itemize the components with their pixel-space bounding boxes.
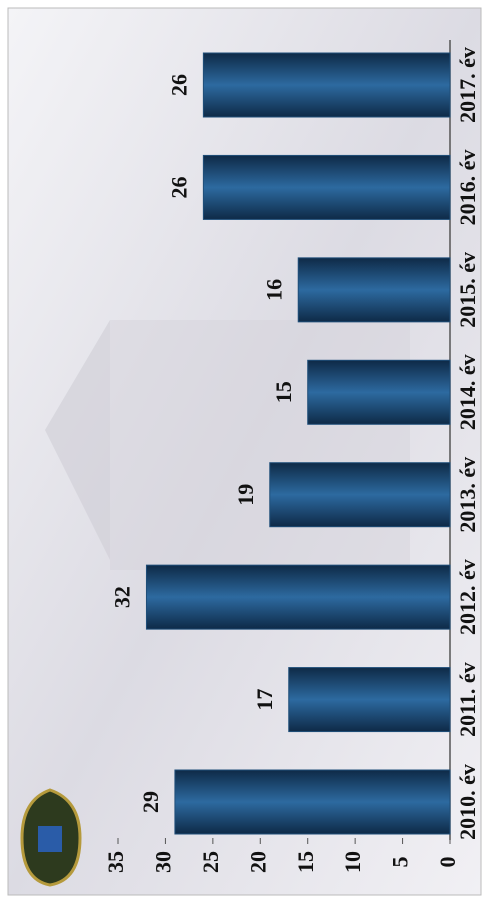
y-tick-label: 5 <box>388 857 413 868</box>
y-tick-label: 25 <box>198 851 223 873</box>
bar <box>269 462 451 528</box>
background-building <box>110 320 410 570</box>
value-label: 26 <box>166 74 191 96</box>
x-tick-label: 2013. év <box>455 457 480 533</box>
y-tick-label: 10 <box>340 851 365 873</box>
background-building <box>45 320 110 560</box>
x-tick-label: 2010. év <box>455 764 480 840</box>
value-label: 19 <box>233 484 258 506</box>
x-tick-label: 2015. év <box>455 252 480 328</box>
x-tick-label: 2011. év <box>455 662 480 737</box>
value-label: 17 <box>252 689 277 711</box>
value-label: 15 <box>271 381 296 403</box>
bar <box>307 359 451 425</box>
y-tick-label: 35 <box>103 851 128 873</box>
police-logo-shield <box>38 826 62 852</box>
value-label: 16 <box>261 279 286 301</box>
bar <box>202 52 451 118</box>
value-label: 26 <box>166 176 191 198</box>
y-tick-label: 15 <box>293 851 318 873</box>
bar <box>202 154 451 220</box>
bar <box>288 667 451 733</box>
bar <box>174 769 451 835</box>
value-label: 32 <box>110 586 135 608</box>
x-tick-label: 2016. év <box>455 150 480 226</box>
y-tick-label: 30 <box>150 851 175 873</box>
x-tick-label: 2017. év <box>455 47 480 123</box>
y-tick-label: 20 <box>245 851 270 873</box>
value-label: 29 <box>138 791 163 813</box>
x-tick-label: 2012. év <box>455 559 480 635</box>
y-tick-label: 0 <box>435 857 460 868</box>
bar <box>297 257 451 323</box>
bar <box>145 564 451 630</box>
x-tick-label: 2014. év <box>455 354 480 430</box>
